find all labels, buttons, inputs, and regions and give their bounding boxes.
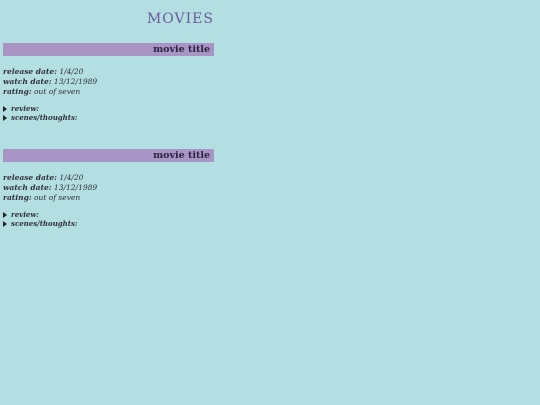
movie-details: review: scenes/thoughts: [3,104,214,122]
review-toggle[interactable]: review: [3,210,214,219]
release-date-value: 1/4/20 [59,173,84,182]
release-date-label: release date: [3,67,57,76]
triangle-right-icon [3,211,7,218]
watch-date-value: 13/12/1989 [53,183,98,192]
release-date-row: release date: 1/4/20 [3,67,214,77]
movie-entry: movie title release date: 1/4/20 watch d… [3,149,214,228]
movie-entry: movie title release date: 1/4/20 watch d… [3,43,214,122]
watch-date-row: watch date: 13/12/1989 [3,77,214,87]
movie-meta: release date: 1/4/20 watch date: 13/12/1… [3,173,214,203]
movie-meta: release date: 1/4/20 watch date: 13/12/1… [3,67,214,97]
triangle-right-icon [3,114,7,121]
rating-label: rating: [3,87,32,96]
page-title: MOVIES [146,11,214,27]
scenes-thoughts-label: scenes/thoughts: [11,113,78,122]
watch-date-label: watch date: [3,183,52,192]
review-label: review: [11,210,39,219]
movie-title-bar: movie title [3,43,214,56]
rating-label: rating: [3,193,32,202]
rating-row: rating: out of seven [3,87,214,97]
scenes-thoughts-label: scenes/thoughts: [11,219,78,228]
watch-date-row: watch date: 13/12/1989 [3,183,214,193]
scenes-thoughts-toggle[interactable]: scenes/thoughts: [3,219,214,228]
movie-title-bar: movie title [3,149,214,162]
rating-value: out of seven [33,87,81,96]
rating-row: rating: out of seven [3,193,214,203]
triangle-right-icon [3,220,7,227]
rating-value: out of seven [33,193,81,202]
release-date-row: release date: 1/4/20 [3,173,214,183]
scenes-thoughts-toggle[interactable]: scenes/thoughts: [3,113,214,122]
watch-date-value: 13/12/1989 [53,77,98,86]
release-date-value: 1/4/20 [59,67,84,76]
watch-date-label: watch date: [3,77,52,86]
review-toggle[interactable]: review: [3,104,214,113]
movie-details: review: scenes/thoughts: [3,210,214,228]
review-label: review: [11,104,39,113]
release-date-label: release date: [3,173,57,182]
triangle-right-icon [3,105,7,112]
